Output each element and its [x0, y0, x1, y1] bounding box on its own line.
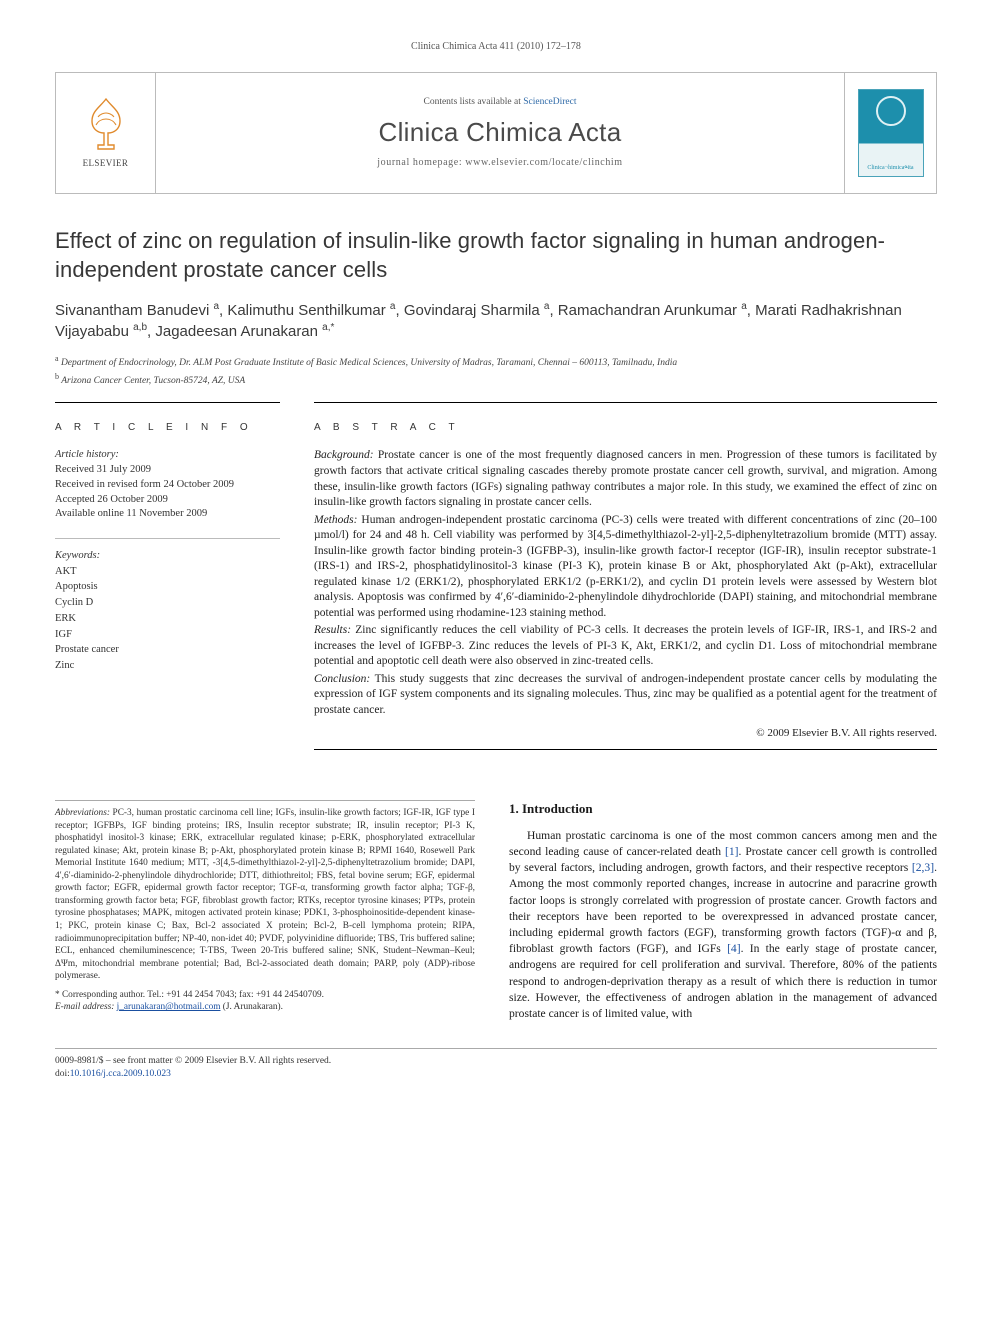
- keyword: Cyclin D: [55, 595, 280, 611]
- keywords-block: Keywords: AKTApoptosisCyclin DERKIGFPros…: [55, 549, 280, 674]
- masthead-center: Contents lists available at ScienceDirec…: [156, 73, 844, 193]
- introduction-paragraph: Human prostatic carcinoma is one of the …: [509, 828, 937, 1023]
- cover-cell: [844, 73, 936, 193]
- title-block: Effect of zinc on regulation of insulin-…: [55, 226, 937, 388]
- info-divider: [55, 538, 280, 539]
- elsevier-tree-icon: [82, 95, 130, 153]
- homepage-line: journal homepage: www.elsevier.com/locat…: [377, 156, 622, 170]
- info-abstract-row: A R T I C L E I N F O Article history: R…: [55, 402, 937, 750]
- abbreviations-label: Abbreviations:: [55, 808, 110, 818]
- introduction-heading: 1. Introduction: [509, 800, 937, 818]
- keyword: ERK: [55, 611, 280, 627]
- article-info-heading: A R T I C L E I N F O: [55, 421, 280, 435]
- abstract-copyright: © 2009 Elsevier B.V. All rights reserved…: [314, 726, 937, 741]
- abbreviations-block: Abbreviations: PC-3, human prostatic car…: [55, 807, 475, 983]
- citation-link[interactable]: [1]: [725, 845, 739, 858]
- sciencedirect-link[interactable]: ScienceDirect: [523, 97, 576, 107]
- keyword: AKT: [55, 564, 280, 580]
- history-line: Available online 11 November 2009: [55, 507, 280, 522]
- keyword: Apoptosis: [55, 579, 280, 595]
- running-header: Clinica Chimica Acta 411 (2010) 172–178: [55, 40, 937, 54]
- homepage-url[interactable]: www.elsevier.com/locate/clinchim: [465, 157, 622, 168]
- abstract-heading: A B S T R A C T: [314, 421, 937, 435]
- corr-line: Corresponding author. Tel.: +91 44 2454 …: [62, 990, 324, 1000]
- corr-email-line: E-mail address: j_arunakaran@hotmail.com…: [55, 1001, 475, 1014]
- footer-left: 0009-8981/$ – see front matter © 2009 El…: [55, 1055, 331, 1081]
- publisher-cell: ELSEVIER: [56, 73, 156, 193]
- contents-prefix: Contents lists available at: [423, 97, 523, 107]
- journal-masthead: ELSEVIER Contents lists available at Sci…: [55, 72, 937, 194]
- authors-line: Sivanantham Banudevi a, Kalimuthu Senthi…: [55, 300, 937, 344]
- keyword: IGF: [55, 627, 280, 643]
- corr-star: *: [55, 990, 60, 1000]
- email-label: E-mail address:: [55, 1002, 114, 1012]
- contents-line: Contents lists available at ScienceDirec…: [423, 96, 576, 109]
- abstract-body: Background: Prostate cancer is one of th…: [314, 448, 937, 718]
- email-link[interactable]: j_arunakaran@hotmail.com: [117, 1002, 221, 1012]
- history-label: Article history:: [55, 448, 280, 463]
- abbreviations-body: PC-3, human prostatic carcinoma cell lin…: [55, 808, 475, 981]
- corresponding-author: * Corresponding author. Tel.: +91 44 245…: [55, 989, 475, 1002]
- history-line: Accepted 26 October 2009: [55, 493, 280, 508]
- abstract-column: A B S T R A C T Background: Prostate can…: [314, 402, 937, 750]
- affiliations: a Department of Endocrinology, Dr. ALM P…: [55, 353, 937, 388]
- doi-prefix: doi:: [55, 1069, 70, 1079]
- doi-link[interactable]: 10.1016/j.cca.2009.10.023: [70, 1069, 171, 1079]
- page-footer: 0009-8981/$ – see front matter © 2009 El…: [55, 1048, 937, 1081]
- journal-cover-thumb: [858, 89, 924, 177]
- keywords-label: Keywords:: [55, 549, 280, 564]
- history-line: Received 31 July 2009: [55, 463, 280, 478]
- article-info-column: A R T I C L E I N F O Article history: R…: [55, 402, 280, 750]
- lower-columns: Abbreviations: PC-3, human prostatic car…: [55, 800, 937, 1022]
- publisher-label: ELSEVIER: [83, 157, 129, 169]
- introduction-column: 1. Introduction Human prostatic carcinom…: [509, 800, 937, 1022]
- journal-name: Clinica Chimica Acta: [379, 115, 622, 150]
- keyword: Zinc: [55, 658, 280, 674]
- citation-link[interactable]: [4]: [727, 942, 741, 955]
- citation-link[interactable]: [2,3]: [912, 861, 934, 874]
- front-matter-line: 0009-8981/$ – see front matter © 2009 El…: [55, 1055, 331, 1068]
- article-title: Effect of zinc on regulation of insulin-…: [55, 226, 937, 284]
- doi-line: doi:10.1016/j.cca.2009.10.023: [55, 1068, 331, 1081]
- article-history: Article history: Received 31 July 2009Re…: [55, 448, 280, 521]
- homepage-prefix: journal homepage:: [377, 157, 465, 168]
- abstract-end-rule: [314, 749, 937, 750]
- footnotes-column: Abbreviations: PC-3, human prostatic car…: [55, 800, 475, 1022]
- keyword: Prostate cancer: [55, 642, 280, 658]
- email-suffix: (J. Arunakaran).: [223, 1002, 283, 1012]
- history-line: Received in revised form 24 October 2009: [55, 478, 280, 493]
